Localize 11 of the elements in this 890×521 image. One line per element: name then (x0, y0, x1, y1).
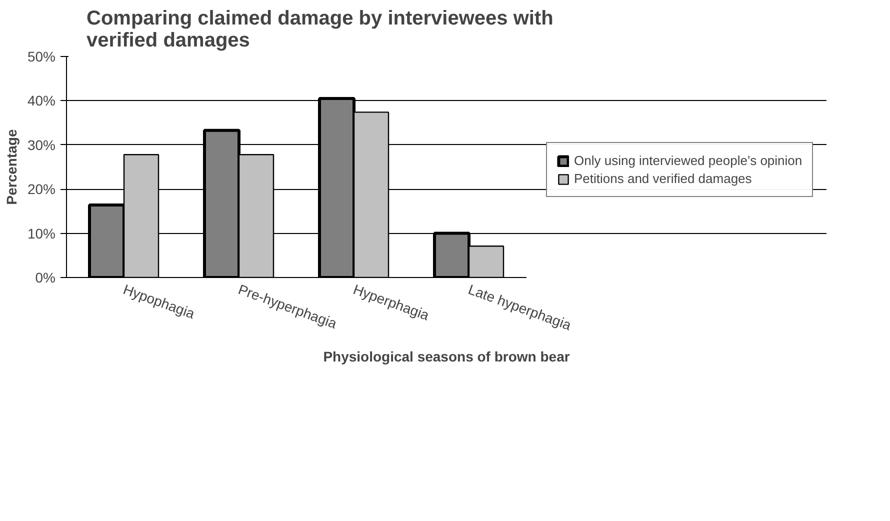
y-tick-label: 30% (27, 136, 56, 153)
y-tick-label: 40% (27, 92, 56, 109)
y-tick-label: 0% (35, 270, 56, 286)
legend-label: Only using interviewed people’s opinion (574, 153, 802, 168)
y-tick-label: 20% (27, 181, 56, 198)
x-axis-title: Physiological seasons of brown bear (323, 348, 570, 365)
legend-label: Petitions and verified damages (574, 171, 752, 186)
y-axis-title: Percentage (3, 129, 20, 205)
chart-title: Comparing claimed damage by interviewees with verified damages (86, 8, 554, 52)
y-tick-label: 10% (27, 225, 56, 242)
y-tick-label: 50% (27, 48, 56, 64)
